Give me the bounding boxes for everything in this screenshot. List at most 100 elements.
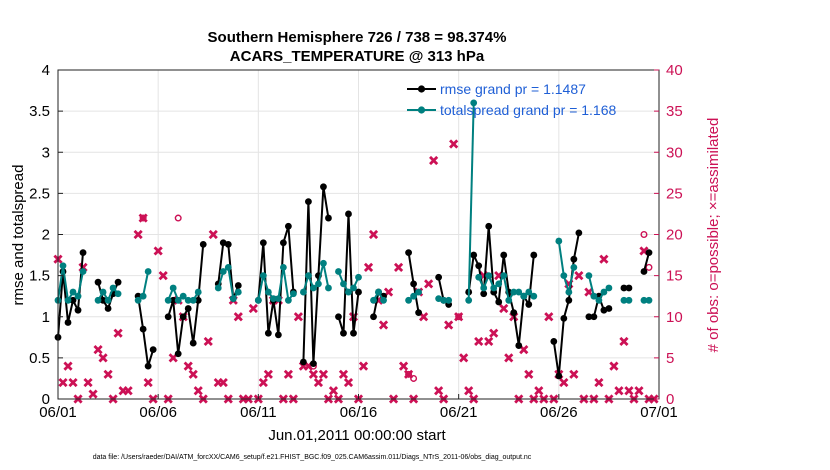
y2-tick-label-8: 40 — [666, 62, 683, 79]
rmse-point-5-1 — [259, 239, 267, 247]
obs-assimilated-point-102 — [569, 369, 579, 379]
totalspread-point-7-4 — [355, 273, 362, 281]
totalspread-point-5-0 — [254, 296, 262, 304]
y-tick-label-4: 2 — [42, 227, 50, 244]
obs-assimilated-point-93 — [524, 369, 534, 379]
totalspread-point-12-9 — [520, 292, 528, 300]
obs-assimilated-point-64 — [378, 320, 389, 330]
totalspread-point-1-1 — [99, 288, 107, 296]
obs-assimilated-stroke-b-12 — [113, 328, 123, 338]
totalspread-point-5-2 — [264, 288, 272, 296]
totalspread-point-11-1 — [470, 99, 478, 107]
totalspread-point-3-0 — [164, 296, 172, 304]
totalspread-point-5-1 — [259, 272, 267, 280]
totalspread-point-12-6 — [505, 296, 513, 304]
rmse-point-5-2 — [264, 329, 272, 337]
rmse-point-12-1 — [555, 372, 563, 380]
totalspread-point-6-0 — [300, 288, 307, 296]
totalspread-point-0-1 — [59, 262, 67, 270]
totalspread-point-8-0 — [370, 296, 377, 304]
rmse-point-11-9 — [510, 309, 518, 317]
obs-assimilated-point-2 — [63, 361, 73, 371]
series-layer — [53, 99, 659, 404]
totalspread-point-12-7 — [510, 288, 518, 296]
totalspread-point-5-5 — [279, 264, 287, 271]
obs-assimilated-stroke-b-40 — [258, 377, 268, 388]
totalspread-point-12-5 — [500, 272, 508, 280]
rmse-point-11-7 — [500, 251, 508, 259]
totalspread-point-12-8 — [515, 288, 523, 296]
totalspread-point-2-1 — [139, 292, 147, 300]
rmse-point-0-5 — [79, 249, 87, 256]
obs-assimilated-stroke-b-103 — [574, 271, 584, 281]
totalspread-point-6-1 — [305, 272, 312, 280]
obs-assimilated-point-14 — [123, 386, 133, 396]
obs-assimilated-stroke-b-56 — [338, 369, 349, 379]
obs-assimilated-point-113 — [624, 386, 634, 396]
rmse-point-14-1 — [625, 284, 633, 292]
totalspread-point-3-3 — [179, 292, 187, 300]
obs-assimilated-point-26 — [188, 369, 198, 379]
totalspread-point-2-2 — [144, 268, 152, 275]
obs-assimilated-stroke-b-15 — [133, 229, 143, 240]
totalspread-point-14-3 — [600, 288, 608, 296]
obs-assimilated-stroke-b-17 — [143, 377, 153, 388]
rmse-point-3-6 — [194, 296, 202, 304]
obs-assimilated-stroke-b-3 — [68, 377, 78, 388]
y-tick-label-2: 1 — [42, 309, 50, 326]
obs-assimilated-stroke-b-38 — [248, 303, 258, 314]
totalspread-point-4-1 — [219, 268, 227, 275]
obs-assimilated-point-29 — [203, 336, 213, 347]
rmse-point-2-2 — [144, 362, 152, 370]
totalspread-point-0-4 — [74, 292, 82, 300]
totalspread-point-12-11 — [530, 292, 538, 300]
rmse-point-6-0 — [300, 358, 307, 366]
y-axis-ticks: 0 0.5 1 1.5 2 2.5 3 3.5 4 — [29, 62, 63, 408]
obs-assimilated-point-51 — [313, 377, 324, 388]
totalspread-point-15-1 — [625, 296, 633, 304]
rmse-point-13-4 — [605, 305, 613, 312]
y2-tick-label-4: 20 — [666, 227, 683, 244]
obs-assimilated-point-108 — [599, 254, 609, 264]
obs-assimilated-stroke-b-62 — [368, 229, 379, 240]
obs-assimilated-stroke-b-88 — [499, 303, 509, 314]
totalspread-point-3-4 — [184, 296, 192, 304]
rmse-point-5-5 — [279, 239, 287, 247]
obs-assimilated-stroke-b-86 — [489, 328, 499, 338]
rmse-point-5-4 — [274, 331, 282, 339]
x-tick-label-2: 06/11 — [240, 404, 276, 421]
obs-assimilated-point-15 — [133, 229, 143, 240]
rmse-point-11-10 — [515, 342, 523, 349]
obs-assimilated-point-12 — [113, 328, 123, 338]
totalspread-point-3-1 — [169, 284, 177, 292]
rmse-point-3-5 — [189, 339, 197, 347]
rmse-point-7-1 — [340, 329, 347, 337]
totalspread-point-12-1 — [480, 284, 488, 292]
rmse-point-0-2 — [64, 319, 72, 326]
totalspread-point-2-0 — [134, 296, 142, 304]
obs-assimilated-stroke-b-1 — [58, 377, 68, 388]
obs-assimilated-stroke-b-29 — [203, 336, 213, 347]
obs-assimilated-point-8 — [93, 345, 103, 355]
rmse-point-3-2 — [174, 350, 182, 358]
obs-assimilated-stroke-b-112 — [619, 336, 629, 347]
totalspread-point-4-4 — [234, 288, 242, 296]
rmse-point-3-1 — [169, 296, 177, 304]
obs-assimilated-stroke-b-52 — [318, 369, 329, 379]
obs-assimilated-stroke-b-107 — [594, 377, 604, 388]
totalspread-point-7-2 — [345, 288, 352, 296]
rmse-point-1-2 — [104, 305, 112, 312]
y2-tick-label-0: 0 — [666, 391, 674, 408]
totalspread-point-0-5 — [79, 268, 87, 275]
totalspread-point-11-0 — [465, 296, 473, 304]
totalspread-point-6-3 — [315, 280, 322, 288]
legend-spread-label: totalspread grand pr = 1.168 — [440, 102, 617, 118]
rmse-point-9-1 — [410, 280, 417, 288]
rmse-line-segment-2 — [137, 296, 155, 367]
rmse-point-9-0 — [405, 249, 412, 256]
rmse-point-6-2 — [310, 360, 317, 368]
obs-assimilated-stroke-b-2 — [63, 361, 73, 371]
obs-possible-point-4 — [405, 370, 413, 378]
obs-assimilated-stroke-b-9 — [98, 353, 108, 363]
rmse-point-11-13 — [530, 251, 538, 259]
